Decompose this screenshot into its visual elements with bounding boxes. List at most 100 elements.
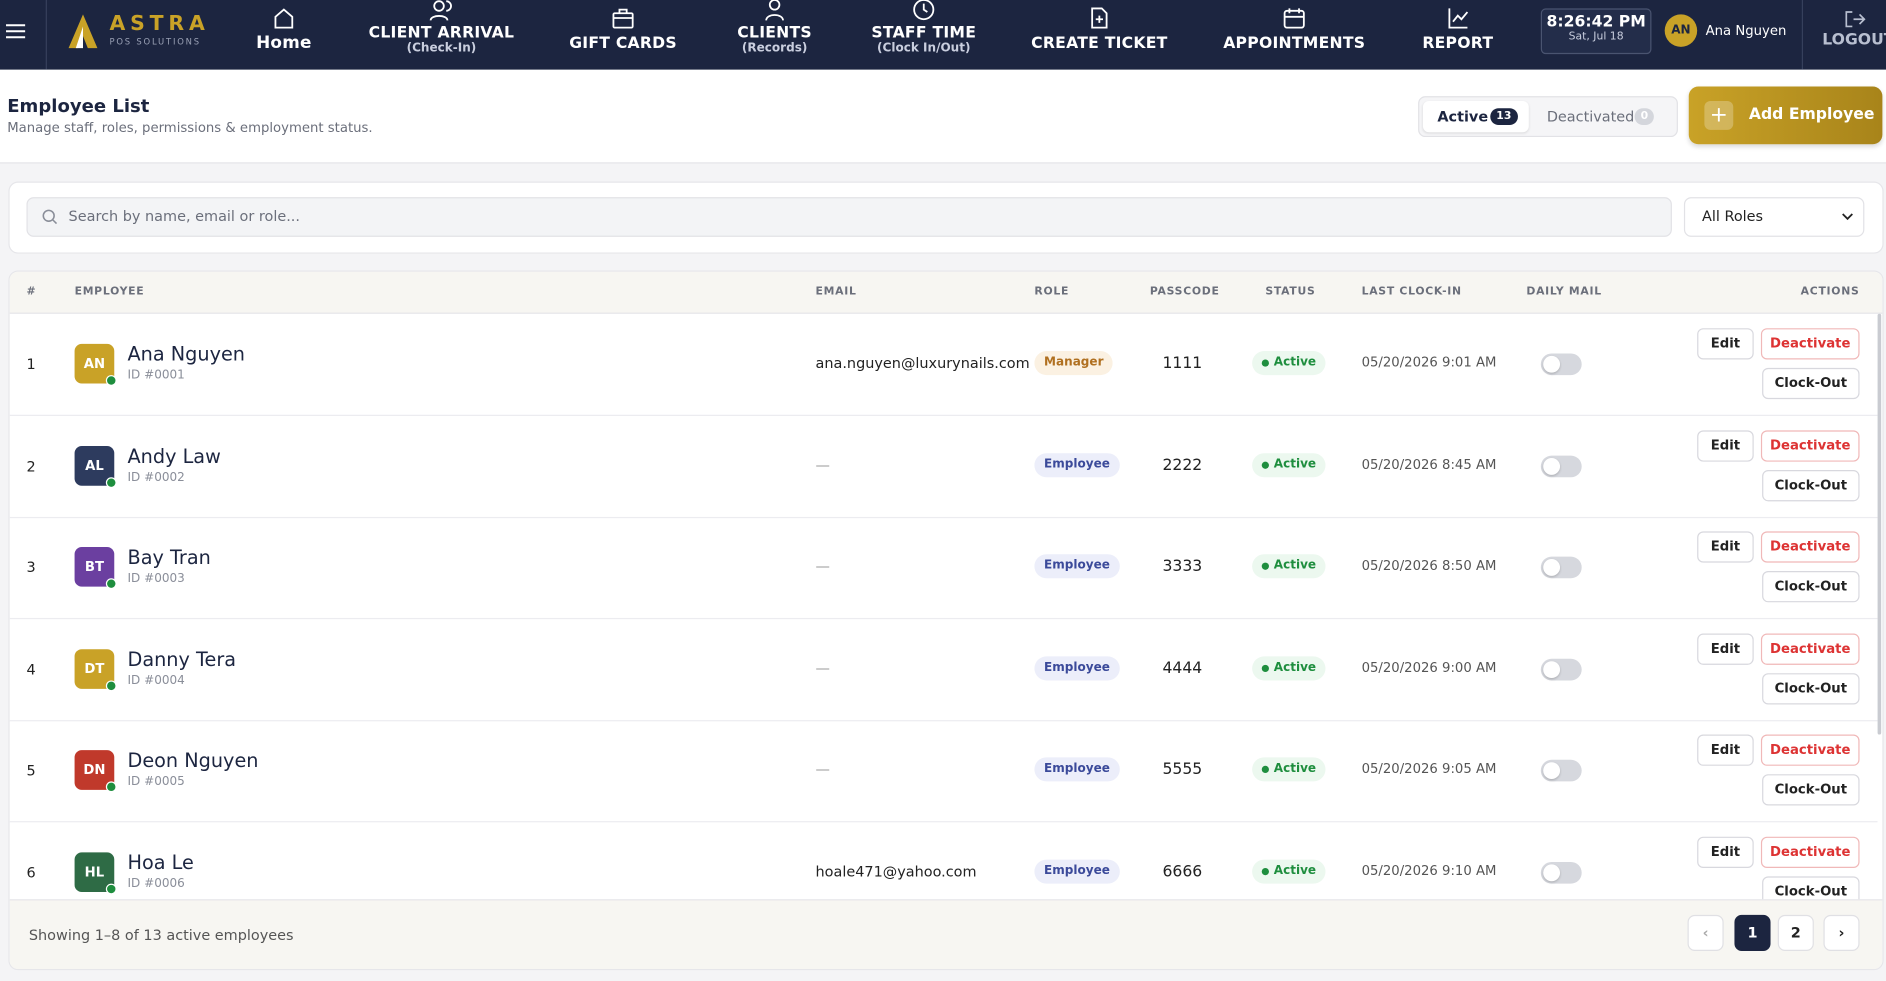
next-page[interactable]: › — [1823, 914, 1860, 951]
passcode: 3333 — [1162, 558, 1203, 577]
row-index: 3 — [26, 559, 36, 577]
email: — — [815, 558, 830, 575]
tab-count: 0 — [1634, 108, 1655, 126]
toggle-knob — [1543, 660, 1561, 678]
table-row: 1 AN Ana Nguyen ID #0001 ana.nguyen@luxuryna… — [9, 314, 1878, 416]
nav-sub: (Check-In) — [406, 42, 477, 56]
deactivate-button[interactable]: Deactivate — [1760, 836, 1860, 868]
scrollbar — [1877, 313, 1882, 735]
deactivate-button[interactable]: Deactivate — [1760, 328, 1860, 360]
status-badge: Active — [1252, 656, 1326, 681]
avatar: AL — [74, 445, 117, 488]
employee-id: ID #0004 — [127, 674, 185, 688]
employee-name: Deon Nguyen — [127, 749, 259, 773]
menu-icon[interactable] — [6, 22, 26, 41]
edit-button[interactable]: Edit — [1697, 429, 1754, 462]
last-clock-in: 05/20/2026 9:00 AM — [1361, 659, 1497, 676]
clock-out-button[interactable]: Clock-Out — [1762, 571, 1860, 603]
toggle-knob — [1543, 355, 1561, 373]
last-clock-in: 05/20/2026 9:01 AM — [1361, 354, 1497, 371]
nav-label: CREATE TICKET — [1031, 34, 1168, 53]
plus-icon: + — [1704, 100, 1734, 130]
column-header: DAILY MAIL — [1526, 286, 1602, 299]
tab-active[interactable]: Active 13 — [1422, 100, 1529, 133]
column-header: PASSCODE — [1149, 286, 1220, 299]
table-footer: Showing 1–8 of 13 active employees — [9, 899, 1883, 969]
employee-name: Andy Law — [127, 444, 221, 468]
role-badge: Employee — [1034, 452, 1120, 477]
online-dot — [105, 680, 117, 692]
email: hoale471@yahoo.com — [815, 863, 977, 881]
tabs: Active 13 Deactivated 0 — [1418, 96, 1678, 138]
role-select[interactable]: All Roles — [1683, 197, 1865, 237]
deactivate-button[interactable]: Deactivate — [1760, 735, 1860, 767]
deactivate-button[interactable]: Deactivate — [1760, 633, 1860, 665]
tab-label: Deactivated — [1546, 108, 1635, 126]
nav-label: CLIENT ARRIVAL — [368, 24, 515, 43]
passcode: 6666 — [1162, 863, 1203, 882]
nav-gift-cards[interactable]: GIFT CARDS — [533, 6, 713, 53]
column-header: STATUS — [1265, 286, 1316, 299]
employee-name: Ana Nguyen — [127, 342, 246, 366]
clock-out-button[interactable]: Clock-Out — [1762, 876, 1860, 901]
clock-out-button[interactable]: Clock-Out — [1762, 469, 1860, 501]
nav-report[interactable]: REPORT — [1368, 6, 1548, 53]
employee-name: Hoa Le — [127, 851, 194, 874]
nav-clients[interactable]: CLIENTS (Records) — [684, 0, 864, 55]
brand-sub: POS SOLUTIONS — [109, 37, 201, 47]
deactivate-button[interactable]: Deactivate — [1760, 429, 1860, 462]
avatar: HL — [74, 852, 117, 895]
page-button[interactable]: 1 — [1734, 914, 1771, 951]
role-badge: Employee — [1034, 859, 1120, 884]
row-index: 1 — [26, 355, 36, 373]
status-dot — [1261, 766, 1269, 774]
nav-client-arrival[interactable]: CLIENT ARRIVAL (Check-In) — [351, 0, 531, 55]
daily-mail-toggle[interactable] — [1540, 760, 1582, 782]
daily-mail-toggle[interactable] — [1540, 861, 1582, 884]
employee-name: Danny Tera — [127, 647, 237, 671]
daily-mail-toggle[interactable] — [1540, 353, 1582, 376]
user-avatar[interactable]: AN — [1664, 14, 1698, 47]
nav-appointments[interactable]: APPOINTMENTS — [1204, 6, 1384, 53]
edit-button[interactable]: Edit — [1697, 735, 1754, 767]
page-button[interactable]: 2 — [1777, 914, 1814, 951]
role-badge: Employee — [1034, 757, 1120, 782]
prev-page[interactable]: ‹ — [1687, 914, 1724, 951]
nav-staff-time[interactable]: STAFF TIME (Clock In/Out) — [834, 0, 1014, 55]
avatar: BT — [74, 547, 117, 590]
passcode: 4444 — [1162, 659, 1203, 678]
status-badge: Active — [1252, 351, 1326, 376]
table-header: # EMPLOYEE EMAIL ROLE PASSCODE STATUS LAST CLO… — [9, 271, 1883, 314]
last-clock-in: 05/20/2026 9:10 AM — [1361, 863, 1497, 879]
edit-button[interactable]: Edit — [1697, 531, 1754, 563]
daily-mail-toggle[interactable] — [1540, 556, 1582, 579]
nav-label: CLIENTS — [737, 24, 812, 43]
online-dot — [105, 476, 117, 488]
search-input[interactable]: Search by name, email or role... — [26, 197, 1672, 237]
role-select-label: All Roles — [1701, 207, 1764, 225]
logout[interactable]: LOGOUT — [1822, 10, 1886, 50]
edit-button[interactable]: Edit — [1697, 328, 1754, 360]
deactivate-button[interactable]: Deactivate — [1760, 531, 1860, 563]
column-header: EMPLOYEE — [74, 286, 145, 299]
add-employee-button[interactable]: + Add Employee — [1688, 86, 1883, 145]
clock-out-button[interactable]: Clock-Out — [1762, 367, 1860, 400]
daily-mail-toggle[interactable] — [1540, 455, 1582, 477]
employee-id: ID #0003 — [127, 572, 185, 586]
edit-button[interactable]: Edit — [1697, 836, 1754, 868]
nav-create-ticket[interactable]: CREATE TICKET — [1009, 6, 1189, 53]
column-header: # — [26, 286, 37, 299]
passcode: 1111 — [1162, 354, 1203, 373]
daily-mail-toggle[interactable] — [1540, 658, 1582, 681]
nav-sub: (Records) — [741, 42, 808, 56]
clock-out-button[interactable]: Clock-Out — [1762, 774, 1860, 806]
tab-deactivated[interactable]: Deactivated 0 — [1535, 101, 1670, 132]
column-header: ACTIONS — [1800, 286, 1860, 299]
logout-label: LOGOUT — [1822, 31, 1886, 50]
nav-home[interactable]: Home — [194, 6, 374, 53]
edit-button[interactable]: Edit — [1697, 633, 1754, 665]
passcode: 5555 — [1162, 761, 1203, 780]
clock-out-button[interactable]: Clock-Out — [1762, 672, 1860, 705]
